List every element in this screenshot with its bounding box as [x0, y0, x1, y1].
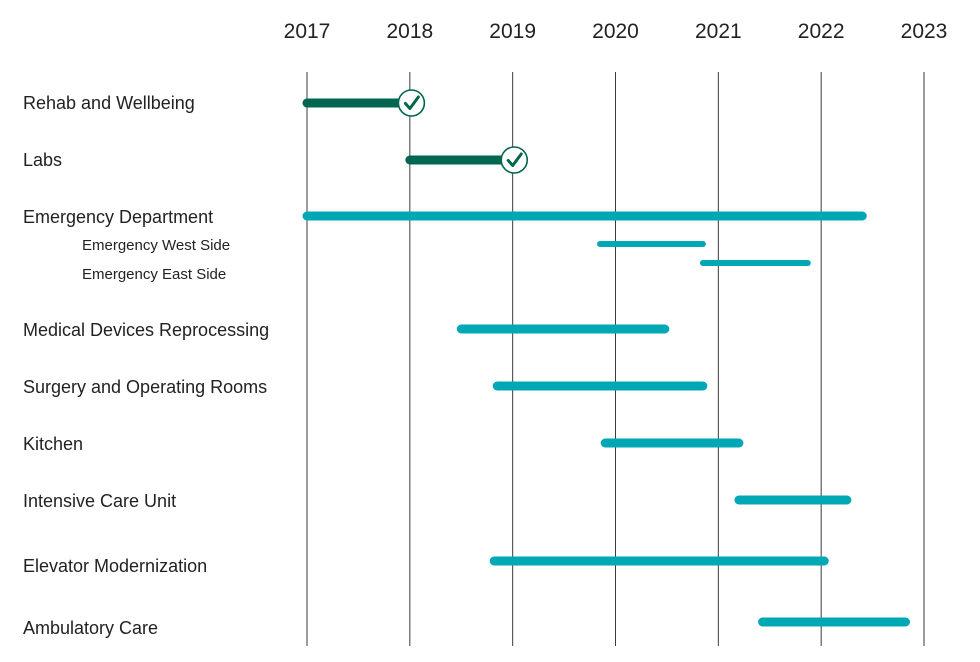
check-icon	[397, 89, 426, 117]
check-icon	[500, 146, 529, 174]
row-label-labs: Labs	[23, 150, 62, 170]
project-labels: Rehab and Wellbeing Labs Emergency Departm…	[23, 93, 269, 638]
row-label-medical-devices-reprocessing: Medical Devices Reprocessing	[23, 320, 269, 340]
check-circle	[500, 146, 529, 174]
row-label-kitchen: Kitchen	[23, 434, 83, 454]
row-label-emergency-east-side: Emergency East Side	[82, 266, 226, 283]
tick-label-2023: 2023	[901, 20, 948, 43]
tick-label-2022: 2022	[798, 20, 845, 43]
tick-label-2018: 2018	[386, 20, 433, 43]
project-bars	[302, 89, 910, 627]
tick-label-2021: 2021	[695, 20, 742, 43]
row-label-intensive-care-unit: Intensive Care Unit	[23, 491, 176, 511]
check-mark	[403, 95, 420, 110]
tick-label-2019: 2019	[489, 20, 536, 43]
check-mark	[506, 152, 523, 167]
check-circle	[397, 89, 426, 117]
year-tick-labels: 2017 2018 2019 2020 2021 2022 2023	[284, 20, 948, 43]
row-label-ambulatory-care: Ambulatory Care	[23, 618, 158, 638]
row-label-emergency-west-side: Emergency West Side	[82, 237, 230, 254]
tick-label-2017: 2017	[284, 20, 331, 43]
row-label-surgery-and-operating-rooms: Surgery and Operating Rooms	[23, 377, 267, 397]
row-label-rehab-and-wellbeing: Rehab and Wellbeing	[23, 93, 195, 113]
row-label-elevator-modernization: Elevator Modernization	[23, 556, 207, 576]
tick-label-2020: 2020	[592, 20, 639, 43]
row-label-emergency-department: Emergency Department	[23, 207, 213, 227]
